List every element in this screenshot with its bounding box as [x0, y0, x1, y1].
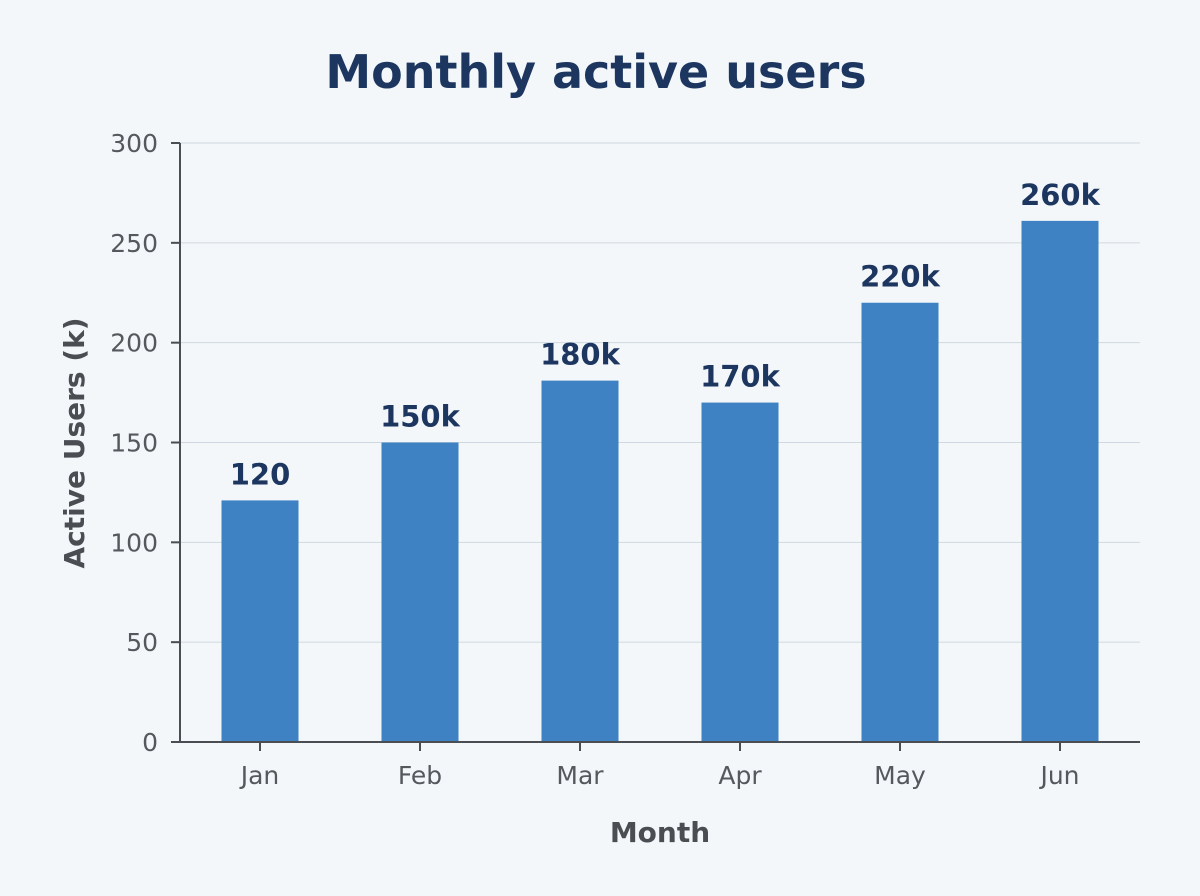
- x-tick-label: Jan: [239, 761, 280, 790]
- y-tick-label: 150: [110, 429, 158, 458]
- data-label: 180k: [540, 338, 621, 372]
- data-label: 120: [230, 457, 291, 491]
- y-axis-label: Active Users (k): [58, 317, 91, 568]
- x-tick-label: May: [874, 761, 926, 790]
- bar-mar: [541, 380, 619, 742]
- x-tick-label: Jun: [1038, 761, 1079, 790]
- bar-feb: [381, 442, 459, 742]
- data-label: 150k: [380, 400, 461, 434]
- bar-apr: [701, 402, 779, 742]
- x-tick-label: Feb: [398, 761, 442, 790]
- y-tick-label: 50: [126, 628, 158, 657]
- y-tick-label: 250: [110, 229, 158, 258]
- x-axis-ticks: Jan Feb Mar Apr May Jun: [239, 742, 1080, 790]
- y-tick-label: 0: [142, 728, 158, 757]
- data-label: 260k: [1020, 178, 1101, 212]
- y-tick-label: 100: [110, 528, 158, 557]
- data-labels: 120 150k 180k 170k 220k 260k: [230, 178, 1101, 492]
- chart-title: Monthly active users: [325, 45, 866, 99]
- x-tick-label: Mar: [556, 761, 604, 790]
- data-label: 220k: [860, 260, 941, 294]
- x-tick-label: Apr: [718, 761, 762, 790]
- bars: [221, 220, 1099, 742]
- y-axis-ticks: 0 50 100 150 200 250 300: [110, 129, 180, 757]
- bar-jun: [1021, 220, 1099, 742]
- bar-jan: [221, 500, 299, 742]
- y-tick-label: 300: [110, 129, 158, 158]
- y-tick-label: 200: [110, 329, 158, 358]
- data-label: 170k: [700, 360, 781, 394]
- bar-may: [861, 302, 939, 742]
- x-axis-label: Month: [610, 816, 710, 849]
- gridlines: [180, 142, 1140, 643]
